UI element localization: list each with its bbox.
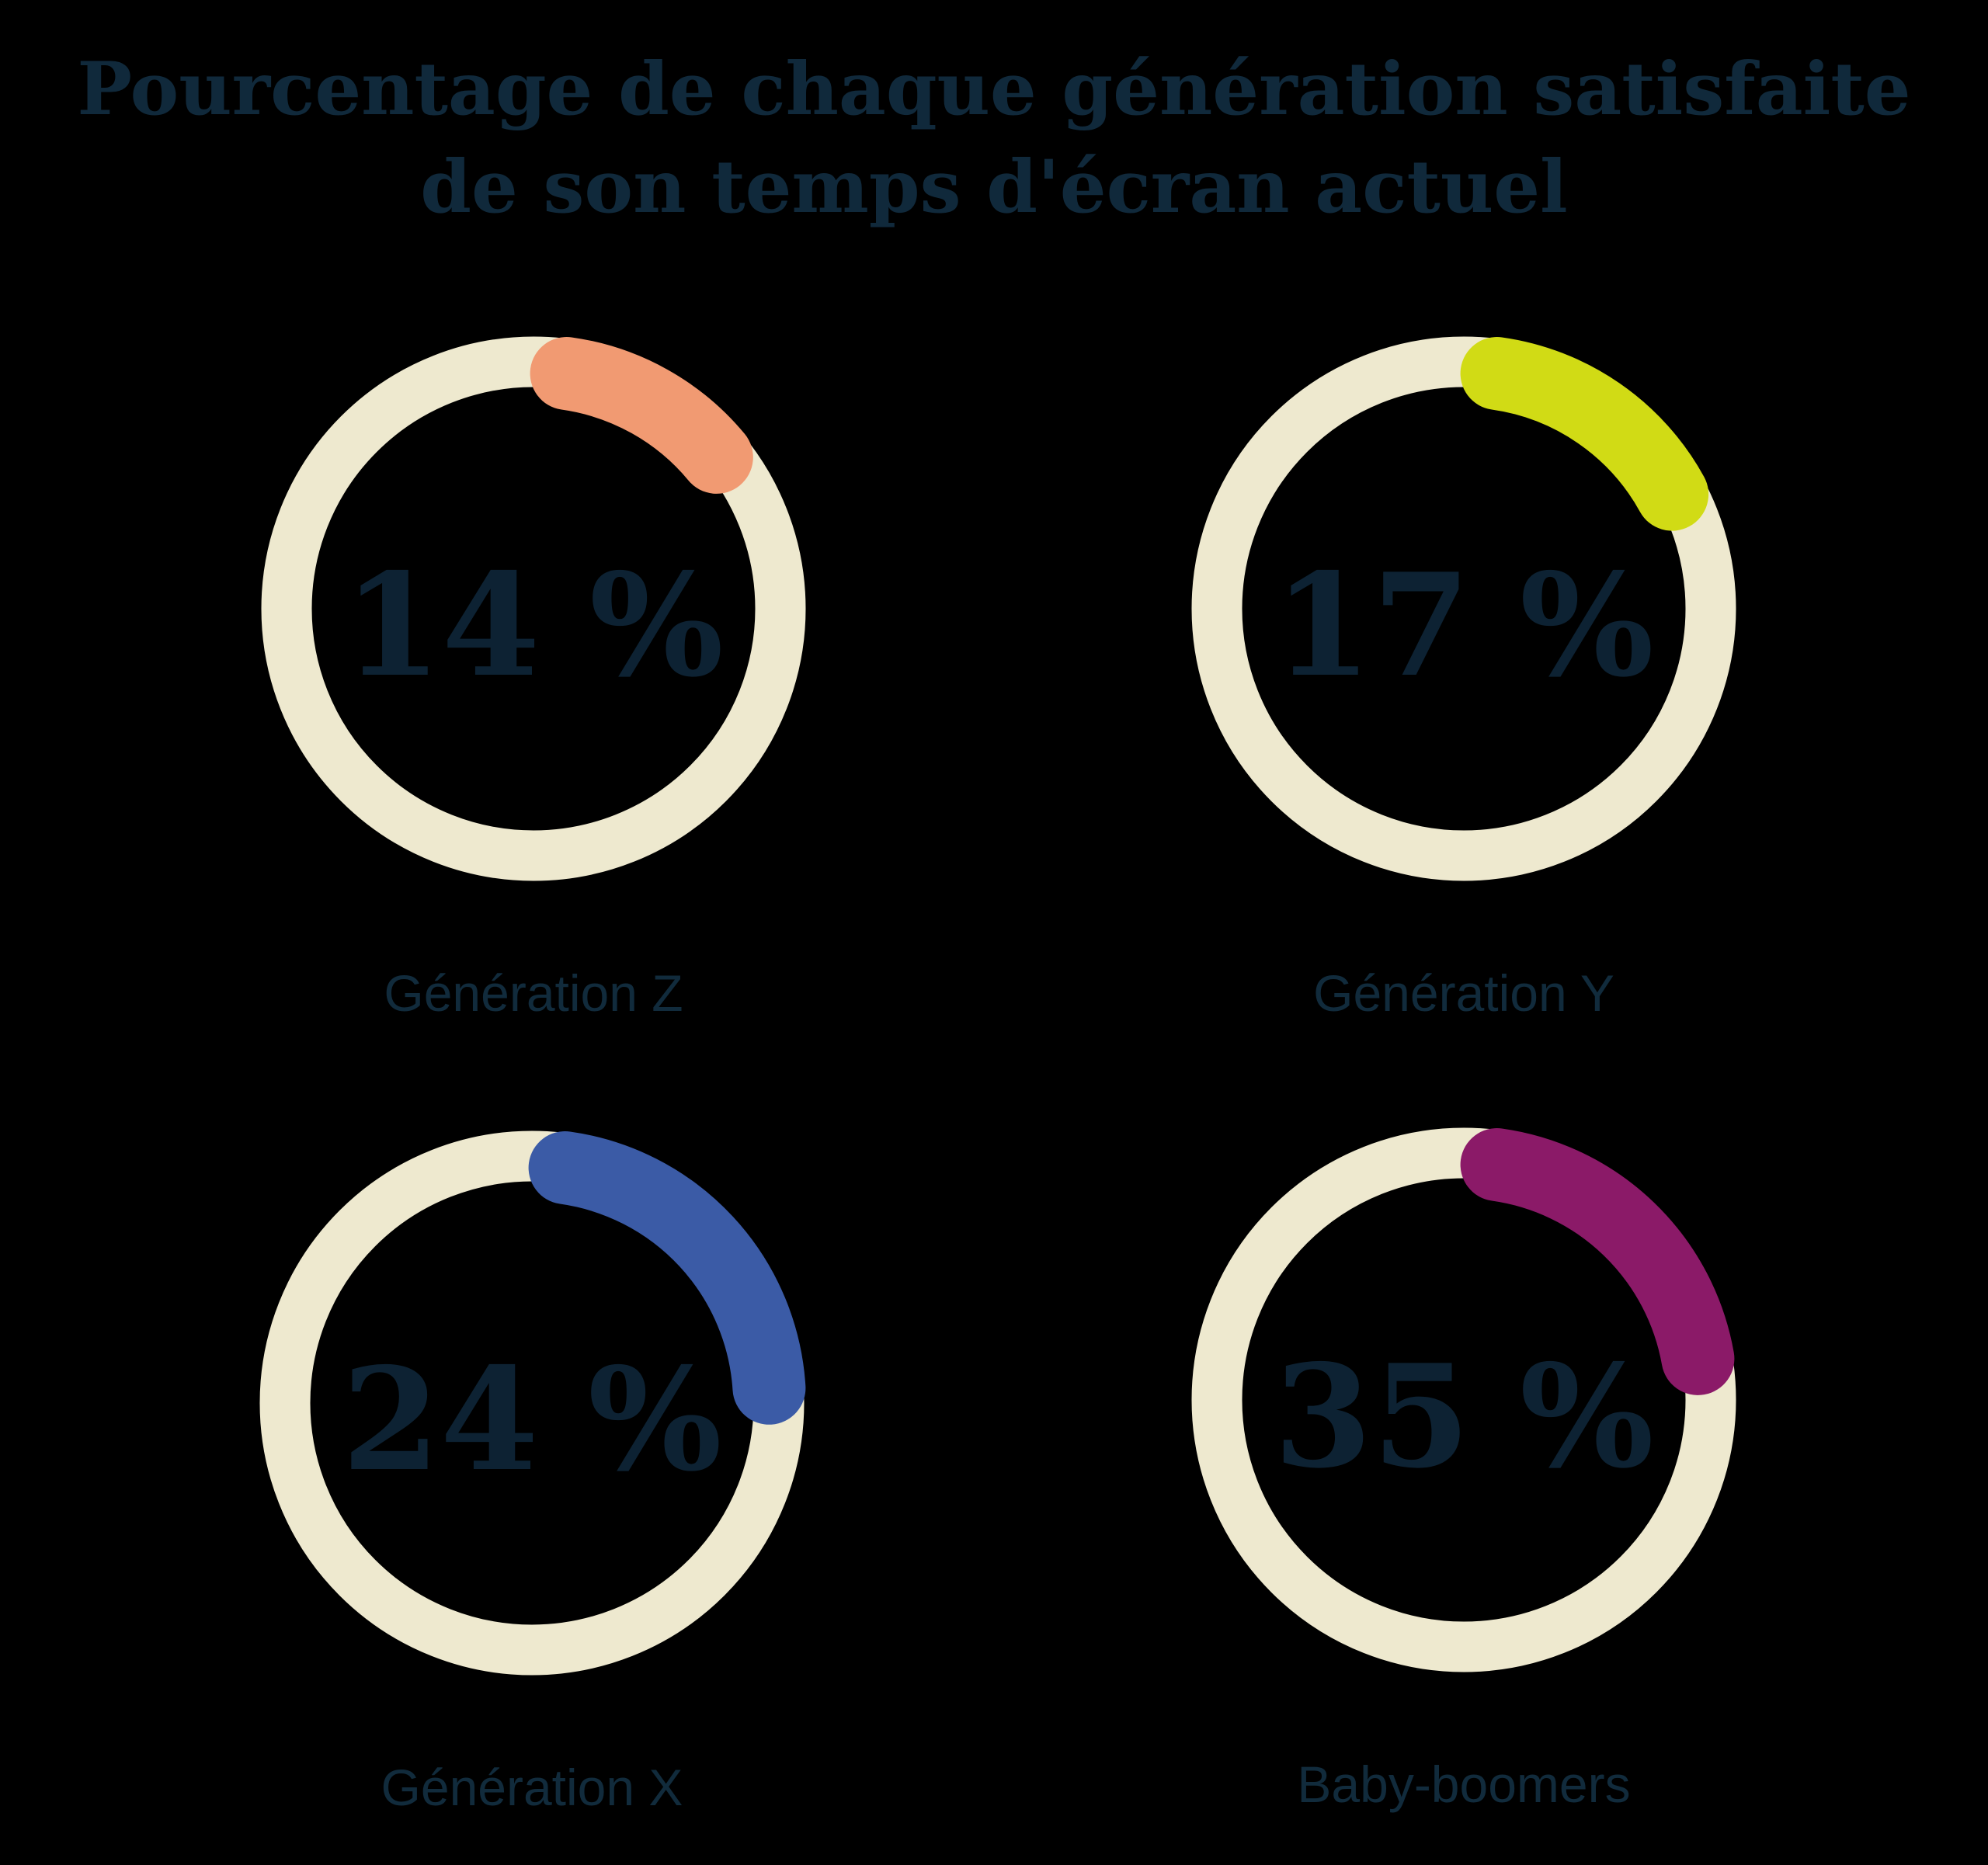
donut-ring-baby-boomers [1191,1127,1736,1672]
donut-value-baby-boomers: 35 % [1274,1333,1654,1499]
donut-cell-generation-y: 17 % Génération Y [1180,325,1747,1055]
donut-ring-generation-x [259,1130,806,1676]
donut-cell-generation-x: 24 % Génération X [248,1120,815,1849]
chart-title: Pourcentage de chaque génération satisfa… [0,40,1988,236]
donut-label-generation-x: Génération X [381,1759,683,1816]
donut-value-generation-y: 17 % [1274,542,1654,708]
donut-value-generation-x: 24 % [342,1336,722,1502]
donut-progress-arc [528,1131,806,1425]
chart-title-line1: Pourcentage de chaque génération satisfa… [77,47,1911,132]
chart-title-line2: de son temps d'écran actuel [420,144,1568,230]
donut-ring-generation-z [261,336,806,881]
donut-value-generation-z: 14 % [343,542,724,708]
donut-label-generation-y: Génération Y [1313,964,1614,1022]
donut-progress-arc [530,337,753,494]
donut-label-baby-boomers: Baby-boomers [1297,1756,1631,1813]
donut-label-generation-z: Génération Z [384,964,683,1022]
donut-ring-generation-y [1191,336,1736,881]
donut-cell-baby-boomers: 35 % Baby-boomers [1180,1117,1747,1846]
donut-progress-arc [1460,1128,1735,1395]
donut-cell-generation-z: 14 % Génération Z [250,325,817,1055]
donut-progress-arc [1460,337,1709,531]
